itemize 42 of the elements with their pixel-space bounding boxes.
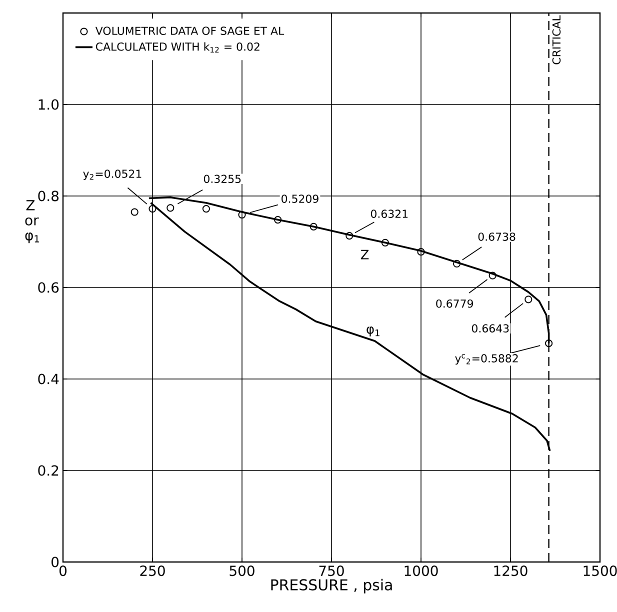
point (417, 248, 425, 256)
annotation: 0.6643 (472, 324, 509, 333)
x-tick-label: 500 (230, 566, 254, 576)
annotation: y$_{2}$=0.0521 (83, 170, 142, 180)
annotation: Z (360, 250, 369, 260)
y-tick-label: 0 (52, 556, 59, 568)
y-tick-label: 0.2 (38, 465, 58, 476)
annotation: 0.6321 (370, 210, 408, 218)
legend-label: VOLUMETRIC DATA OF SAGE ET AL (95, 26, 284, 35)
point (488, 272, 496, 280)
point (346, 232, 354, 240)
y-axis-title: Z or φ$_{1}$ (25, 200, 40, 244)
point (148, 205, 156, 213)
x-tick-label: 750 (319, 566, 344, 576)
x-tick-label: 250 (140, 566, 165, 576)
x-tick-label: 1250 (494, 566, 528, 576)
y-tick-label: 0.4 (38, 374, 59, 384)
y-tick-label: 1.0 (38, 99, 59, 110)
x-tick-label: 0 (59, 566, 67, 576)
annotation: 0.5209 (282, 194, 318, 203)
annotation: 0.3255 (204, 174, 241, 184)
point (202, 205, 210, 213)
legend-label: CALCULATED WITH k$_{12}$ = 0.02 (96, 42, 260, 53)
point (130, 208, 138, 216)
annotation: 0.6738 (478, 232, 516, 241)
x-axis-title: PRESSURE , psia (271, 578, 392, 594)
point (453, 260, 461, 268)
point (274, 216, 282, 224)
point (381, 238, 390, 246)
point (545, 340, 553, 348)
ref-line-label: CRITICAL (552, 15, 561, 64)
annotation: 0.6779 (436, 299, 473, 308)
point (238, 210, 246, 219)
point (310, 222, 318, 230)
y-tick-label: 0.8 (38, 190, 59, 202)
x-tick-label: 1500 (584, 566, 617, 576)
point (166, 204, 174, 212)
x-tick-label: 1000 (404, 566, 438, 576)
y-tick-label: 0.6 (38, 282, 59, 293)
annotation: y$^{c}$$_{2}$=0.5882 (455, 354, 518, 365)
annotation: φ$_{1}$ (366, 326, 380, 336)
point (524, 296, 532, 304)
